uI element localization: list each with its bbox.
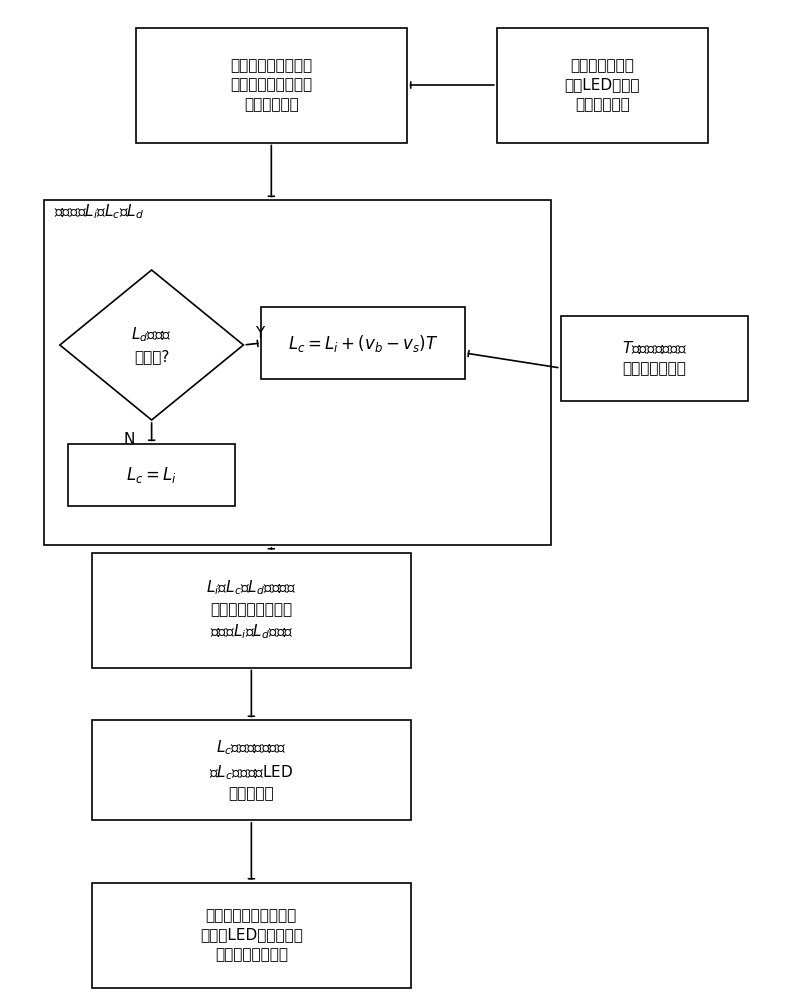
- Text: 相邻车道上的非定向车
辆根据LED指示灯的颜
色，进出定向车道: 相邻车道上的非定向车 辆根据LED指示灯的颜 色，进出定向车道: [200, 908, 302, 962]
- Bar: [560, 316, 748, 400]
- Bar: [262, 307, 464, 379]
- Bar: [136, 27, 407, 142]
- Text: 确定区段$L_i$、$L_c$、$L_d$: 确定区段$L_i$、$L_c$、$L_d$: [54, 203, 144, 221]
- Bar: [92, 552, 411, 668]
- Text: Y: Y: [255, 326, 265, 340]
- Bar: [92, 720, 411, 820]
- Polygon shape: [60, 270, 243, 420]
- Text: N: N: [124, 432, 135, 447]
- Bar: [44, 200, 551, 545]
- Text: 将移动闭塞技术应用
至定向车道，并对应
设置硬件设备: 将移动闭塞技术应用 至定向车道，并对应 设置硬件设备: [231, 58, 312, 112]
- Bar: [92, 883, 411, 988]
- Text: $L_c=L_i$: $L_c=L_i$: [126, 465, 177, 485]
- Text: $L_i$、$L_c$、$L_d$三段随着
定向车辆的行驶同步
移动，$L_i$与$L_d$为常量: $L_i$、$L_c$、$L_d$三段随着 定向车辆的行驶同步 移动，$L_i$…: [206, 579, 297, 641]
- Bar: [496, 27, 709, 142]
- Text: $L_c$长度实时确定，
且$L_c$区段内外LED
灯颜色互异: $L_c$长度实时确定， 且$L_c$区段内外LED 灯颜色互异: [209, 739, 294, 801]
- Bar: [68, 444, 235, 506]
- Text: $T$值与相邻车道交
通流特性相匹配: $T$值与相邻车道交 通流特性相匹配: [622, 340, 687, 376]
- Text: $L_c=L_i+(v_b-v_s)T$: $L_c=L_i+(v_b-v_s)T$: [288, 332, 438, 354]
- Text: 设置可接收无线
信号LED指示灯
及信号发射塔: 设置可接收无线 信号LED指示灯 及信号发射塔: [565, 58, 640, 112]
- Text: $L_d$区段存
在车辆?: $L_d$区段存 在车辆?: [131, 326, 172, 364]
